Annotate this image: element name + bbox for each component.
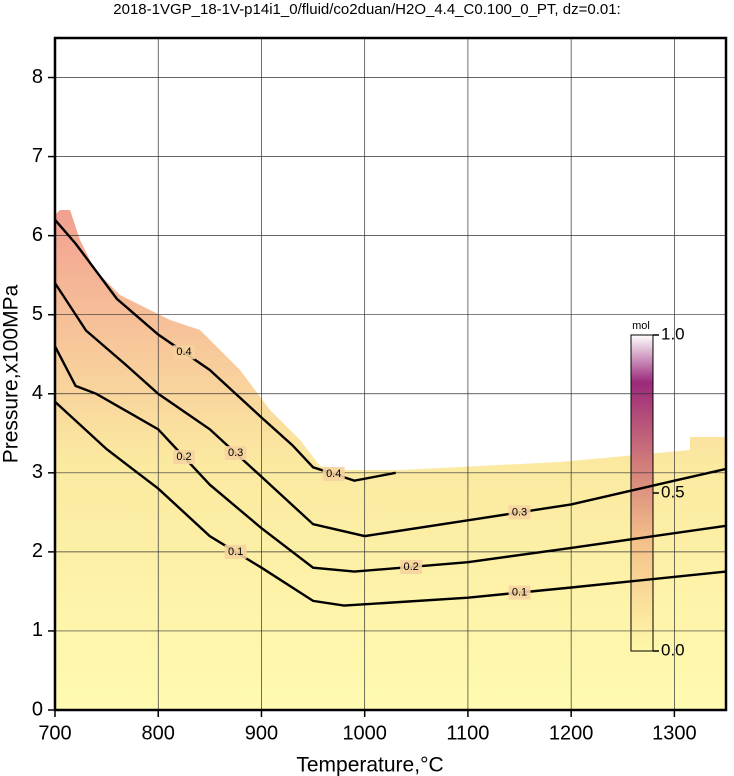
y-tick-label: 6 — [32, 224, 43, 246]
contour-line — [53, 345, 727, 573]
contour-label: 0.2 — [403, 561, 418, 573]
contour-label: 0.4 — [176, 346, 191, 358]
y-tick-label: 4 — [32, 382, 43, 404]
plot-frame — [53, 36, 728, 712]
contour-label-bg — [322, 467, 345, 482]
contour-label: 0.1 — [512, 587, 527, 599]
y-tick-label: 5 — [32, 303, 43, 325]
y-tick-label: 2 — [32, 540, 43, 562]
colorbar-label: mol — [632, 320, 650, 332]
x-tick-label: 700 — [38, 722, 71, 744]
contour-label-bg — [173, 345, 196, 360]
colorbar — [630, 334, 654, 652]
chart-title: 2018-1VGP_18-1V-p14i1_0/fluid/co2duan/H2… — [113, 1, 620, 18]
contour-label: 0.2 — [176, 451, 191, 463]
y-tick-label: 8 — [32, 66, 43, 88]
contour-label: 0.3 — [228, 447, 243, 459]
x-tick-label: 900 — [245, 722, 278, 744]
contour-label: 0.4 — [326, 468, 341, 480]
colorbar-tick-label: 1.0 — [661, 324, 685, 343]
contour-label-bg — [400, 559, 423, 574]
contour-label-bg — [508, 585, 531, 600]
y-tick-label: 1 — [32, 619, 43, 641]
x-axis-label: Temperature,°C — [296, 754, 443, 776]
x-tick-label: 1300 — [652, 722, 697, 744]
x-tick-label: 1000 — [342, 722, 387, 744]
contour-label-bg — [508, 505, 531, 520]
contour-label: 0.1 — [228, 546, 243, 558]
data-field — [55, 210, 726, 710]
x-tick-label: 800 — [142, 722, 175, 744]
x-tick-label: 1100 — [446, 722, 489, 744]
y-tick-label: 7 — [32, 145, 43, 167]
contour-line — [53, 282, 727, 538]
x-tick-label: 1200 — [549, 722, 594, 744]
y-tick-label: 3 — [32, 461, 43, 483]
y-tick-label: 0 — [32, 698, 43, 720]
contour-label: 0.3 — [512, 506, 527, 518]
contour-label-bg — [173, 450, 196, 465]
y-axis-label: Pressure,x100MPa — [0, 284, 23, 463]
contour-label-bg — [224, 446, 247, 461]
colorbar-tick-label: 0.5 — [661, 482, 685, 501]
contour-label-bg — [224, 544, 247, 559]
colorbar-tick-label: 0.0 — [661, 640, 685, 659]
